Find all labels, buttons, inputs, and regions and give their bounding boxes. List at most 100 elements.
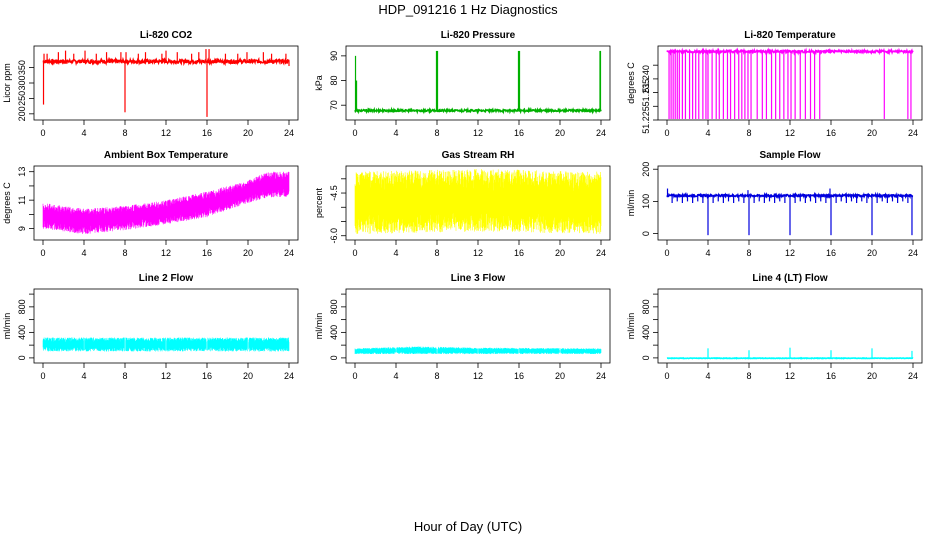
y-axis-label: kPa [314,75,324,91]
y-tick-label: 51.235 [641,79,651,107]
page-title: HDP_091216 1 Hz Diagnostics [378,2,558,17]
data-series [354,169,602,234]
x-tick-label: 8 [122,248,127,258]
y-tick-label: 0 [641,355,651,360]
x-tick-label: 8 [746,128,751,138]
chart-title: Li-820 Pressure [441,30,516,41]
x-tick-label: 4 [705,248,710,258]
data-series [666,47,914,56]
x-tick-label: 0 [664,128,669,138]
x-tick-label: 0 [40,371,45,381]
y-tick-label: 400 [641,325,651,340]
chart-panel: Li-820 Pressure kPa 0 4 8 12 16 20 24 70 80 90 [314,30,611,138]
x-tick-label: 4 [393,371,398,381]
x-tick-label: 0 [40,248,45,258]
x-tick-label: 16 [826,248,836,258]
chart-panel: Line 3 Flow ml/min 0 4 8 12 16 20 24 0 400 800 [314,273,611,381]
x-tick-label: 24 [596,371,606,381]
chart-panel: Line 4 (LT) Flow ml/min 0 4 8 12 16 20 24 0 400 800 [626,273,923,381]
y-axis-label: degrees C [626,62,636,104]
y-axis-label: percent [314,187,324,218]
x-tick-label: 20 [243,371,253,381]
x-tick-label: 12 [473,128,483,138]
x-tick-label: 16 [514,371,524,381]
x-tick-label: 8 [746,371,751,381]
y-tick-label: 80 [329,76,339,86]
y-axis-label: ml/min [2,313,12,340]
chart-title: Line 4 (LT) Flow [752,273,828,284]
x-tick-label: 16 [826,371,836,381]
x-tick-label: 24 [908,371,918,381]
chart-panel: Li-820 Temperature degrees C 0 4 8 12 16 20 24 51… [626,30,923,138]
x-tick-label: 16 [514,128,524,138]
plot-frame [657,45,923,121]
x-tick-label: 8 [434,248,439,258]
y-axis-label: ml/min [626,190,636,217]
plot-frame [33,288,299,364]
x-tick-label: 8 [434,371,439,381]
x-tick-label: 16 [202,248,212,258]
data-series [42,337,290,352]
x-tick-label: 8 [746,248,751,258]
x-tick-label: 24 [284,248,294,258]
x-tick-label: 24 [908,128,918,138]
x-tick-label: 24 [596,128,606,138]
x-tick-label: 0 [352,371,357,381]
x-tick-label: 12 [785,248,795,258]
y-axis-label: Licor ppm [2,63,12,103]
x-tick-label: 12 [161,371,171,381]
x-tick-label: 12 [161,248,171,258]
x-tick-label: 16 [514,248,524,258]
x-tick-label: 20 [555,128,565,138]
x-tick-label: 20 [867,371,877,381]
x-axis-caption: Hour of Day (UTC) [413,519,523,534]
x-tick-label: 16 [202,371,212,381]
data-series [354,346,602,355]
chart-title: Gas Stream RH [442,150,515,161]
x-tick-label: 16 [202,128,212,138]
x-tick-label: 20 [555,371,565,381]
x-tick-label: 0 [352,248,357,258]
chart-panel: Gas Stream RH percent 0 4 8 12 16 20 24 -6.0 -4.5 [314,150,611,258]
x-tick-label: 20 [867,248,877,258]
x-tick-label: 16 [826,128,836,138]
y-tick-label: 250 [17,91,27,106]
y-tick-label: 0 [641,231,651,236]
chart-title: Li-820 Temperature [744,30,836,41]
y-tick-label: 350 [17,60,27,75]
y-tick-label: 100 [641,194,651,209]
y-tick-label: -4.5 [329,185,339,201]
y-axis-label: ml/min [314,313,324,340]
y-tick-label: 51.225 [641,106,651,134]
x-tick-label: 12 [785,128,795,138]
y-tick-label: 0 [17,355,27,360]
data-series [354,106,602,115]
x-tick-label: 24 [908,248,918,258]
chart-title: Ambient Box Temperature [104,150,229,161]
y-tick-label: 400 [17,325,27,340]
chart-title: Line 3 Flow [451,273,506,284]
chart-title: Line 2 Flow [139,273,194,284]
x-tick-label: 4 [705,371,710,381]
x-tick-label: 20 [555,248,565,258]
y-tick-label: 400 [329,325,339,340]
y-tick-label: 800 [329,299,339,314]
x-tick-label: 12 [473,371,483,381]
y-tick-label: 200 [17,106,27,121]
y-tick-label: 11 [17,195,27,204]
y-tick-label: 13 [17,167,27,177]
y-axis-label: ml/min [626,313,636,340]
chart-panel: Line 2 Flow ml/min 0 4 8 12 16 20 24 0 400 800 [2,273,299,381]
x-tick-label: 12 [161,128,171,138]
y-tick-label: 70 [329,100,339,110]
x-tick-label: 0 [664,248,669,258]
y-tick-label: -6.0 [329,228,339,244]
y-tick-label: 300 [17,75,27,90]
y-tick-label: 9 [17,226,27,231]
x-tick-label: 20 [243,248,253,258]
x-tick-label: 4 [705,128,710,138]
x-tick-label: 24 [284,371,294,381]
chart-title: Li-820 CO2 [140,30,193,41]
x-tick-label: 20 [243,128,253,138]
